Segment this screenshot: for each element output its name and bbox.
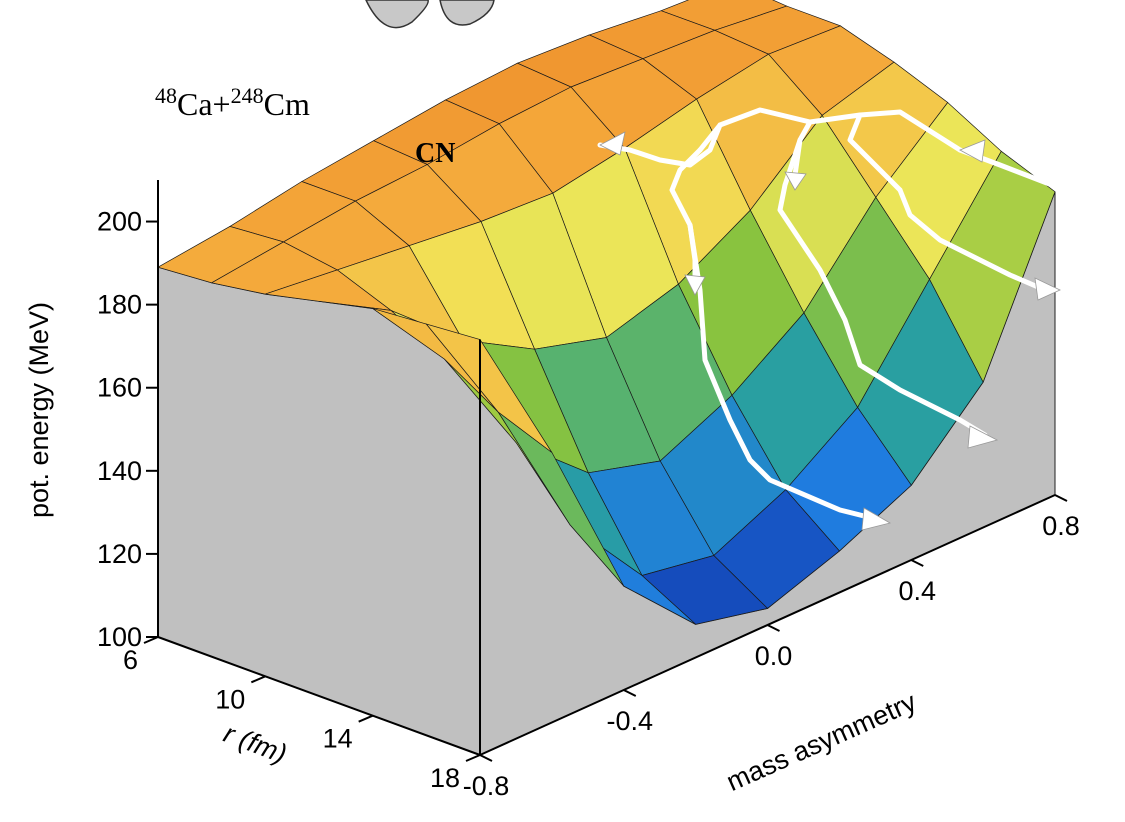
chart-title: 48Ca+248Cm — [155, 83, 310, 123]
y-tick — [768, 625, 780, 631]
plot: 1001201401601802006101418-0.8-0.40.00.40… — [97, 0, 1080, 801]
z-axis-label: pot. energy (MeV) — [24, 302, 54, 518]
y-tick-label: -0.8 — [463, 771, 510, 801]
x-tick — [251, 676, 265, 682]
chart: 1001201401601802006101418-0.8-0.40.00.40… — [0, 0, 1125, 822]
y-tick — [624, 690, 636, 696]
x-axis-label: r (fm) — [220, 718, 291, 769]
title-part: Cm — [264, 86, 310, 122]
x-tick-label: 18 — [430, 763, 460, 793]
y-tick-label: 0.8 — [1042, 511, 1080, 541]
y-tick-label: -0.4 — [606, 706, 653, 736]
y-tick — [911, 560, 923, 566]
z-tick-label: 120 — [97, 539, 142, 569]
z-tick-label: 180 — [97, 290, 142, 320]
x-tick-label: 14 — [323, 724, 353, 754]
y-tick — [1055, 495, 1067, 501]
z-tick-label: 140 — [97, 456, 142, 486]
z-tick-label: 160 — [97, 373, 142, 403]
y-axis-label: mass asymmetry — [722, 686, 921, 797]
x-tick — [359, 716, 373, 722]
title-part: Ca+ — [177, 86, 231, 122]
y-tick — [480, 755, 492, 761]
z-tick-label: 200 — [97, 207, 142, 237]
y-tick-label: 0.0 — [755, 641, 793, 671]
title-part: 48 — [155, 83, 177, 108]
x-tick-label: 10 — [215, 684, 245, 714]
nucleus-shape — [366, 0, 494, 28]
title-part: 248 — [231, 83, 264, 108]
x-tick — [466, 755, 480, 761]
annotation: CN — [415, 138, 455, 169]
y-tick-label: 0.4 — [898, 576, 936, 606]
x-tick-label: 6 — [123, 645, 138, 675]
